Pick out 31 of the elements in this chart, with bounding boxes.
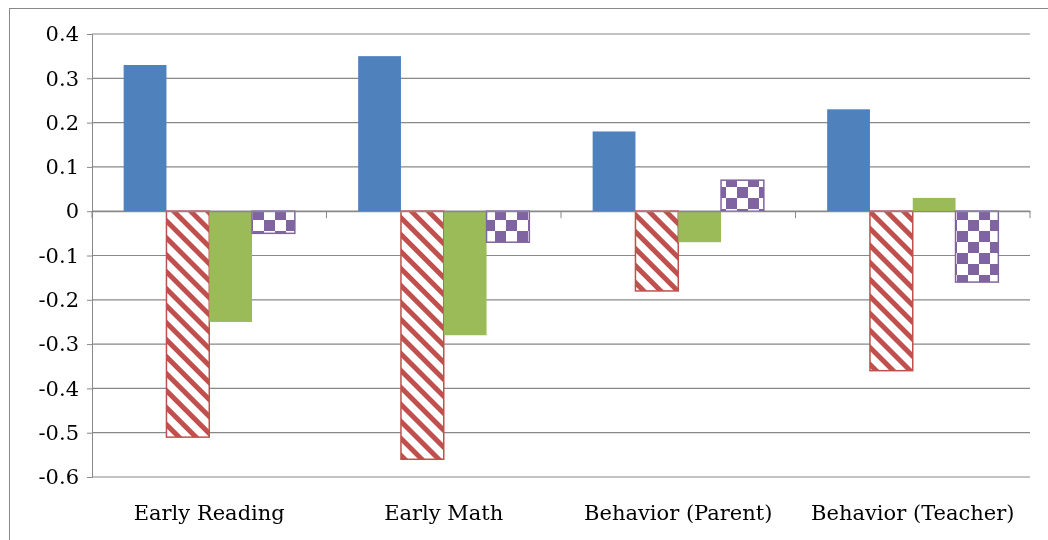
bar bbox=[869, 210, 914, 372]
y-tick-label: 0.4 bbox=[45, 22, 79, 47]
y-tick-label: -0.4 bbox=[38, 376, 79, 401]
y-tick-label: -0.3 bbox=[38, 332, 79, 357]
bar bbox=[251, 210, 296, 235]
y-tick-label: 0.3 bbox=[45, 66, 79, 91]
bar bbox=[358, 56, 401, 212]
bar bbox=[720, 179, 765, 212]
y-tick-label: -0.1 bbox=[38, 243, 79, 268]
y-tick-label: 0 bbox=[65, 199, 79, 224]
y-tick-label: -0.5 bbox=[38, 420, 79, 445]
x-tick-label: Behavior (Teacher) bbox=[811, 501, 1015, 525]
x-tick-label: Behavior (Parent) bbox=[584, 501, 773, 525]
bar bbox=[209, 211, 253, 322]
bar bbox=[400, 210, 445, 461]
bar bbox=[827, 109, 870, 212]
y-tick-label: 0.2 bbox=[45, 110, 79, 135]
bar bbox=[912, 197, 956, 212]
bar bbox=[678, 211, 722, 243]
x-tick-label: Early Math bbox=[384, 501, 504, 525]
y-tick-label: 0.1 bbox=[45, 155, 79, 180]
y-tick-label: -0.2 bbox=[38, 288, 79, 313]
bar bbox=[165, 210, 210, 438]
bar bbox=[443, 211, 487, 336]
bar bbox=[485, 210, 531, 243]
bar bbox=[954, 210, 1000, 283]
bar bbox=[592, 131, 636, 212]
y-tick-label: -0.6 bbox=[38, 465, 79, 490]
bar bbox=[634, 210, 679, 292]
bar bbox=[123, 65, 167, 212]
x-tick-label: Early Reading bbox=[133, 501, 285, 525]
